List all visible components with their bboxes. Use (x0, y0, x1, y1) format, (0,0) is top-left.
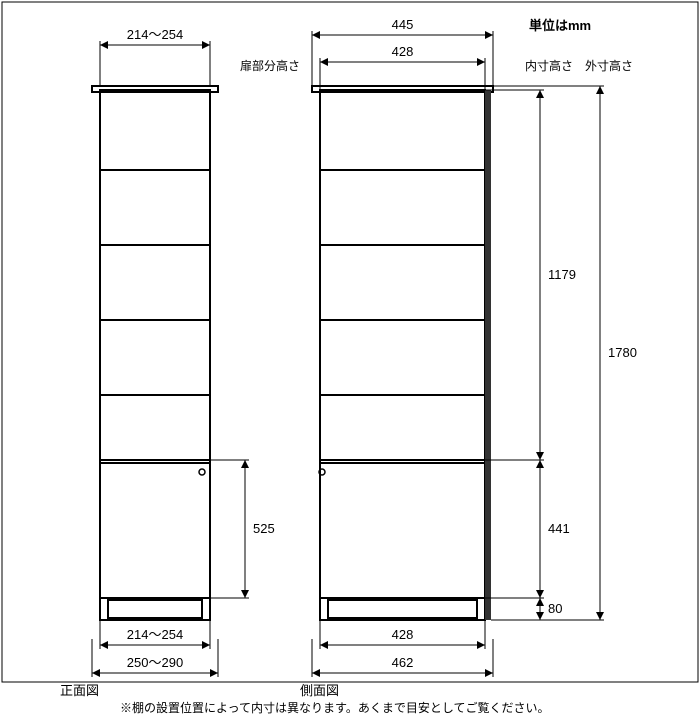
door-height-label: 扉部分高さ (240, 58, 300, 73)
svg-text:1780: 1780 (608, 345, 637, 360)
svg-text:441: 441 (548, 521, 570, 536)
outer-height-label: 外寸高さ (585, 58, 633, 73)
svg-text:214～254: 214～254 (127, 27, 183, 42)
svg-text:462: 462 (392, 655, 414, 670)
svg-text:445: 445 (392, 17, 414, 32)
svg-text:214～254: 214～254 (127, 627, 183, 642)
front-title: 正面図 (60, 683, 99, 698)
side-title: 側面図 (300, 683, 339, 698)
svg-text:428: 428 (392, 627, 414, 642)
unit-label: 単位はmm (529, 18, 591, 33)
svg-text:80: 80 (548, 601, 562, 616)
caption: ※棚の設置位置によって内寸は異なります。あくまで目安としてご覧ください。 (120, 700, 549, 714)
svg-text:428: 428 (392, 44, 414, 59)
svg-text:1179: 1179 (548, 267, 576, 282)
inner-height-label: 内寸高さ (525, 58, 573, 73)
svg-text:250～290: 250～290 (127, 655, 183, 670)
svg-text:525: 525 (253, 521, 275, 536)
